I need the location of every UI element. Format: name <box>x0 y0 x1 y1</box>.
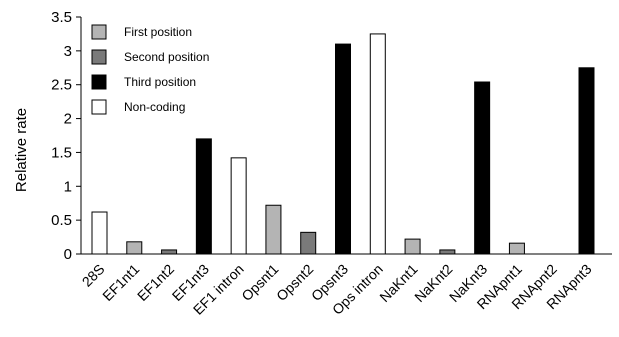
x-tick-label: Opsnt2 <box>273 261 316 304</box>
x-tick-label: EF1nt1 <box>99 261 142 304</box>
bar-ef1-intron <box>230 157 247 255</box>
legend-swatch <box>91 74 107 90</box>
bar-opsnt3 <box>335 43 351 255</box>
bar-opsnt2 <box>300 231 317 255</box>
y-tick-label: 3.5 <box>51 9 72 26</box>
bar-ops-intron <box>369 33 386 255</box>
x-tick-label: 28S <box>79 261 108 290</box>
bar-ef1nt3 <box>195 138 212 255</box>
bar-naknt1 <box>404 238 421 255</box>
legend-label: Third position <box>124 75 196 89</box>
y-tick-label: 1 <box>64 178 72 195</box>
y-axis-title: Relative rate <box>13 108 30 192</box>
y-tick-label: 2.5 <box>51 77 72 94</box>
y-tick-label: 1.5 <box>51 144 72 161</box>
bar-opsnt1 <box>265 204 282 255</box>
x-tick-label: EF1nt2 <box>134 261 177 304</box>
y-tick-label: 0 <box>64 246 72 263</box>
legend-label: Non-coding <box>124 100 185 114</box>
x-tick-label: Opsnt1 <box>238 261 281 304</box>
legend: First position Second position Third posit… <box>91 24 209 115</box>
bar-rnapnt1 <box>508 242 525 255</box>
bar-ef1nt1 <box>126 241 143 255</box>
legend-swatch <box>91 24 107 40</box>
legend-label: Second position <box>124 50 209 64</box>
legend-swatch <box>91 49 107 65</box>
bar-naknt2 <box>439 249 456 255</box>
y-tick-label: 0.5 <box>51 212 72 229</box>
bar-ef1nt2 <box>161 249 178 255</box>
y-axis-ticks: 0 0.5 1 1.5 2 2.5 3 3.5 <box>51 9 81 263</box>
bar-naknt3 <box>474 81 491 255</box>
x-tick-label: NaKnt2 <box>411 261 455 305</box>
x-tick-label: NaKnt1 <box>376 261 420 305</box>
bars <box>91 33 595 255</box>
y-tick-label: 2 <box>64 111 72 128</box>
bar-rnapnt3 <box>578 67 595 255</box>
legend-swatch <box>91 99 107 115</box>
bar-28s <box>91 211 108 255</box>
legend-label: First position <box>124 25 192 39</box>
y-tick-label: 3 <box>64 43 72 60</box>
